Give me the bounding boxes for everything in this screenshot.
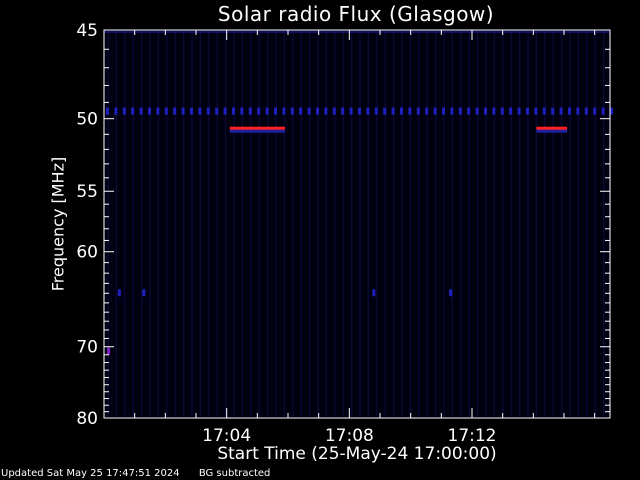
band-dot	[106, 107, 109, 115]
band-dot	[391, 107, 395, 115]
band-dot	[190, 107, 193, 115]
band-dot	[584, 107, 588, 115]
band-dot	[467, 107, 471, 115]
band-dot	[500, 107, 504, 115]
band-dot	[509, 107, 513, 115]
band-dot	[358, 107, 361, 115]
band-dot	[198, 107, 202, 115]
band-dot	[114, 107, 118, 115]
y-tick-label-2: 55	[76, 182, 98, 202]
background-note: BG subtracted	[198, 468, 271, 479]
band-dot	[425, 107, 429, 115]
band-dot	[601, 107, 605, 115]
band-dot	[542, 107, 546, 115]
y-tick-label-5: 80	[76, 409, 98, 429]
band-dot	[139, 107, 143, 115]
band-dot	[232, 107, 235, 115]
band-dot	[517, 107, 521, 115]
band-dot	[223, 107, 227, 115]
band-dot	[299, 107, 303, 115]
band-dot	[416, 107, 420, 115]
band-dot	[332, 107, 336, 115]
band-dot	[131, 107, 135, 115]
band-dot	[257, 107, 261, 115]
band-dot	[433, 107, 437, 115]
signal-spot-4	[117, 289, 121, 297]
band-dot	[265, 107, 269, 115]
top-edge-band	[104, 31, 610, 33]
band-dot	[324, 107, 328, 115]
signal-spot-7	[449, 289, 453, 297]
signal-band-2	[536, 126, 568, 130]
y-tick-label-0: 45	[76, 21, 98, 41]
band-dot	[383, 107, 387, 115]
band-dot	[534, 107, 538, 115]
band-dot	[568, 107, 571, 115]
band-dot	[374, 107, 378, 115]
band-dot	[408, 107, 412, 115]
signal-band-shadow-2	[536, 128, 568, 133]
band-dot	[400, 107, 403, 115]
signal-spot-6	[372, 289, 376, 297]
band-dot	[274, 107, 277, 115]
y-tick-label-4: 70	[76, 338, 98, 358]
band-dot	[551, 107, 555, 115]
x-tick-label-2: 17:12	[448, 426, 497, 446]
band-dot	[442, 107, 445, 115]
band-dot	[526, 107, 529, 115]
band-dot	[156, 107, 160, 115]
x-axis-label: Start Time (25-May-24 17:00:00)	[217, 444, 497, 464]
band-dot	[484, 107, 487, 115]
signal-band-1	[229, 126, 285, 130]
plot-frame	[103, 29, 611, 419]
band-dot	[341, 107, 345, 115]
band-dot	[559, 107, 563, 115]
band-dot	[366, 107, 370, 115]
band-dot	[492, 107, 496, 115]
band-dot	[148, 107, 151, 115]
band-dot	[290, 107, 294, 115]
x-tick-label-0: 17:04	[202, 426, 251, 446]
footer: Updated Sat May 25 17:47:51 2024 BG subt…	[1, 468, 286, 479]
band-dot	[248, 107, 252, 115]
band-dot	[349, 107, 353, 115]
y-tick-label-3: 60	[76, 243, 98, 263]
band-dot	[164, 107, 168, 115]
band-dot	[206, 107, 210, 115]
signal-spot-5	[142, 289, 146, 297]
band-dot	[307, 107, 311, 115]
signal-band-shadow-1	[229, 128, 285, 133]
x-tick-label-1: 17:08	[325, 426, 374, 446]
y-tick-label-1: 50	[76, 110, 98, 130]
plot-background	[104, 30, 610, 418]
band-dot	[593, 107, 597, 115]
band-dot	[450, 107, 454, 115]
band-dot	[215, 107, 219, 115]
band-dot	[576, 107, 580, 115]
signal-spot-3	[107, 347, 111, 355]
band-dot	[282, 107, 286, 115]
band-dot	[610, 107, 613, 115]
band-dot	[458, 107, 462, 115]
band-dot	[122, 107, 126, 115]
y-axis-label: Frequency [MHz]	[48, 156, 68, 292]
band-dot	[316, 107, 319, 115]
updated-timestamp: Updated Sat May 25 17:47:51 2024	[1, 468, 180, 479]
chart-title: Solar radio Flux (Glasgow)	[217, 2, 495, 26]
band-dot	[240, 107, 244, 115]
band-dot	[173, 107, 177, 115]
band-dot	[475, 107, 479, 115]
band-dot	[181, 107, 185, 115]
